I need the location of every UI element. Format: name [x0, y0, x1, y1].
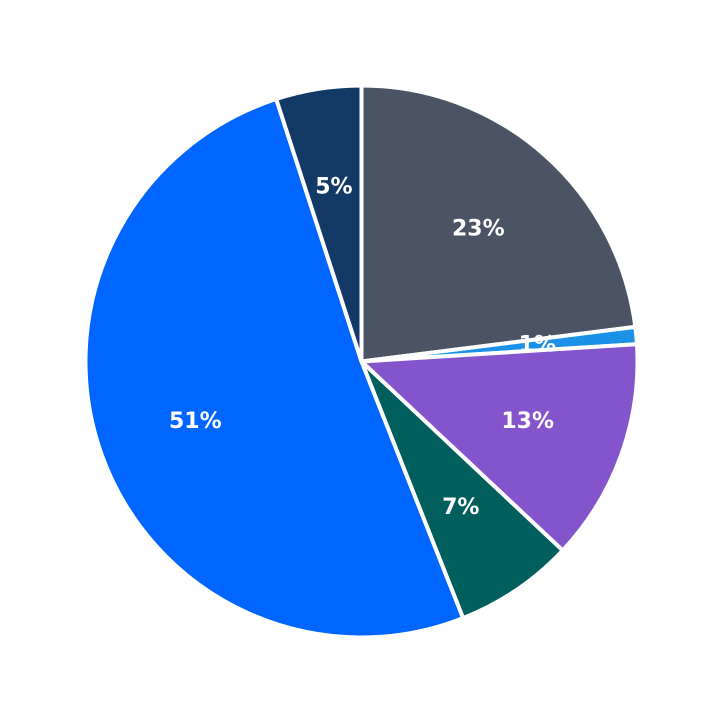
pie-slice-3: [359, 359, 565, 621]
pie-slice-5: [274, 83, 364, 364]
pie-slice-label-0: 23%: [452, 217, 505, 242]
pie-slice-label-4: 51%: [169, 409, 222, 434]
pie-slice-4: [83, 97, 466, 640]
pie-slice-label-2: 13%: [501, 409, 554, 434]
pie-slice-2: [359, 342, 640, 553]
pie-slice-0: [359, 83, 638, 364]
pie-labels: 23% 1% 13% 7% 51% 5%: [169, 175, 556, 521]
pie-slice-label-3: 7%: [442, 495, 479, 520]
pie-slice-label-1: 1%: [519, 332, 556, 357]
pie-slices: [83, 83, 640, 640]
pie-slice-label-5: 5%: [315, 175, 352, 200]
